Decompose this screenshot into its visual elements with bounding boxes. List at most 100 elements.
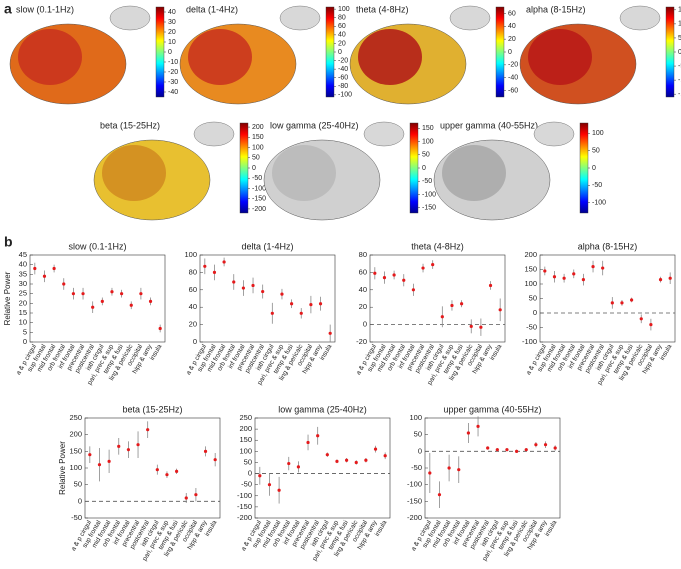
data-point	[515, 449, 519, 453]
data-point	[203, 264, 207, 268]
data-point	[213, 458, 217, 462]
data-point	[62, 282, 66, 286]
data-point	[81, 292, 85, 296]
y-tick-label: -20	[356, 337, 367, 346]
brain-region	[272, 145, 336, 201]
colorbar-tick-label: -40	[338, 66, 348, 73]
panel-label: b	[4, 234, 13, 250]
data-point	[505, 448, 509, 452]
map-title: alpha (8-15Hz)	[526, 4, 586, 14]
colorbar-tick-label: -150	[252, 196, 266, 203]
data-point	[658, 278, 663, 282]
y-tick-label: 80	[189, 267, 197, 276]
colorbar-tick-label: -150	[422, 205, 436, 212]
chart-title: upper gamma (40-55Hz)	[443, 404, 541, 414]
chart-title: beta (15-25Hz)	[122, 404, 182, 414]
data-point	[139, 292, 143, 296]
data-point	[203, 449, 208, 453]
colorbar-tick-label: -100	[252, 185, 266, 192]
y-tick-label: -200	[237, 513, 252, 522]
colorbar-tick-label: -50	[678, 63, 681, 70]
plot-frame	[424, 417, 561, 519]
data-point	[42, 274, 47, 278]
panel-label: a	[4, 1, 12, 17]
data-point	[553, 446, 557, 450]
colorbar-tick-label: -20	[168, 69, 178, 76]
data-point	[345, 458, 349, 462]
y-tick-label: 60	[189, 285, 197, 294]
colorbar	[495, 6, 505, 98]
data-point	[469, 324, 473, 328]
colorbar	[325, 6, 335, 98]
brain-medial	[193, 121, 235, 147]
data-point	[630, 298, 634, 302]
y-tick-label: 30	[19, 279, 27, 288]
data-point	[620, 301, 624, 305]
y-tick-label: 200	[69, 430, 82, 439]
colorbar-tick-label: 150	[422, 125, 434, 132]
chart-title: slow (0.1-1Hz)	[68, 241, 126, 251]
colorbar-tick-label: -50	[592, 182, 602, 189]
data-point	[91, 305, 95, 309]
data-point	[524, 448, 528, 452]
colorbar-tick-label: 100	[252, 144, 264, 151]
data-point	[440, 315, 444, 319]
y-tick-label: -100	[522, 337, 537, 346]
y-axis-label: Relative Power	[58, 441, 67, 495]
data-point	[270, 311, 274, 315]
data-point	[155, 468, 159, 472]
data-point	[383, 454, 387, 458]
data-point	[457, 468, 461, 472]
y-tick-label: -150	[237, 502, 252, 511]
data-point	[460, 302, 464, 306]
colorbar-tick-label: -30	[168, 79, 178, 86]
colorbar-tick-label: -100	[338, 92, 352, 99]
colorbar-tick-label: 40	[168, 9, 176, 16]
data-point	[33, 266, 37, 271]
y-tick-label: 150	[69, 446, 82, 455]
data-point	[486, 446, 490, 450]
data-point	[649, 323, 653, 327]
data-point	[194, 493, 198, 497]
y-tick-label: 100	[69, 463, 82, 472]
colorbar-tick-label: -10	[168, 59, 178, 66]
data-point	[290, 302, 294, 306]
data-point	[572, 272, 576, 276]
data-point	[668, 276, 672, 280]
data-point	[258, 474, 262, 478]
data-point	[267, 483, 272, 487]
y-tick-label: 0	[248, 469, 252, 478]
y-tick-label: 250	[239, 413, 252, 422]
colorbar-tick-label: 10	[168, 39, 176, 46]
y-tick-label: 35	[19, 269, 27, 278]
data-point	[411, 288, 415, 292]
data-point	[232, 280, 236, 284]
y-tick-label: 0	[193, 337, 197, 346]
data-point	[543, 443, 548, 447]
data-point	[71, 292, 75, 296]
data-point	[325, 453, 329, 457]
colorbar-tick-label: 20	[508, 36, 516, 43]
map-title: theta (4-8Hz)	[356, 4, 409, 14]
data-point	[335, 459, 339, 463]
y-tick-label: 60	[359, 267, 367, 276]
y-tick-label: -50	[71, 513, 82, 522]
plot-frame	[369, 254, 506, 343]
colorbar-tick-label: 50	[252, 155, 260, 162]
data-point	[601, 266, 605, 270]
data-point	[97, 463, 102, 467]
y-tick-label: -200	[407, 513, 422, 522]
colorbar-tick-label: 100	[422, 138, 434, 145]
y-tick-label: 0	[533, 308, 537, 317]
data-point	[328, 331, 332, 335]
data-point	[129, 303, 133, 307]
data-point	[437, 493, 442, 497]
colorbar-tick-label: -200	[252, 206, 266, 213]
colorbar-tick-label: -20	[508, 62, 518, 69]
map-title: beta (15-25Hz)	[100, 120, 160, 130]
brain-medial	[533, 121, 575, 147]
colorbar-tick-label: 0	[338, 49, 342, 56]
data-point	[107, 459, 111, 463]
y-tick-label: 0	[23, 337, 27, 346]
data-point	[158, 326, 162, 331]
